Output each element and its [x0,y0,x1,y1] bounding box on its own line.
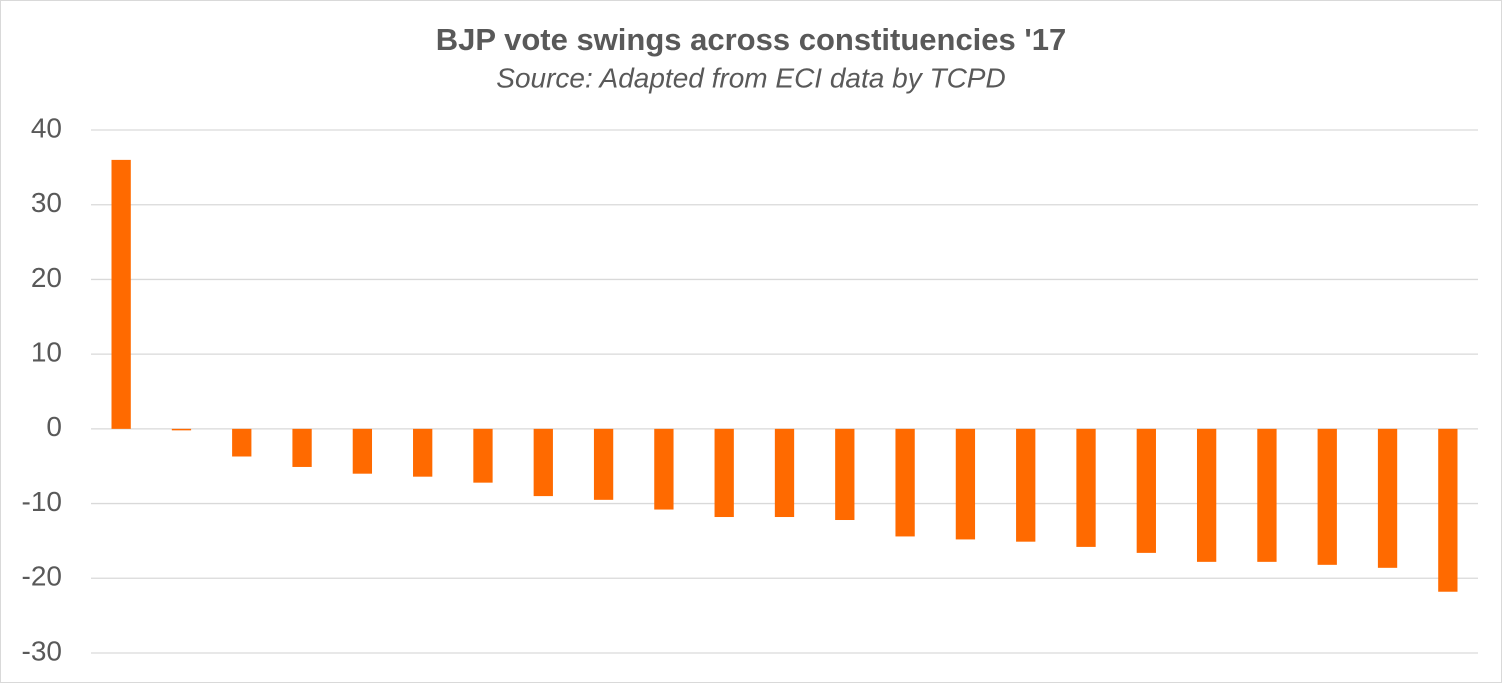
bar [413,428,433,477]
bar [1257,428,1277,562]
chart-subtitle: Source: Adapted from ECI data by TCPD [496,62,1005,93]
bar [1076,428,1096,547]
bar [1016,428,1036,542]
y-tick-label: 20 [31,262,62,293]
bar [1438,428,1458,592]
bar [1377,428,1398,568]
bar [774,428,795,518]
chart-title: BJP vote swings across constituencies '1… [436,22,1067,57]
bar [473,428,493,483]
bar [111,159,131,429]
bar [1317,428,1337,565]
bar [171,428,192,431]
y-tick-label: -30 [22,635,62,666]
bar [533,428,553,497]
y-tick-label: 0 [46,411,62,442]
bar [352,428,373,474]
bar [654,428,674,510]
bar [1196,428,1217,562]
y-tick-label: 30 [31,187,62,218]
bar [1136,428,1156,553]
bar [593,428,614,500]
bar [895,428,915,537]
bar [955,428,976,540]
bar [714,428,734,518]
y-tick-label: 10 [31,337,62,368]
bar [835,428,855,521]
y-tick-label: 40 [31,112,62,143]
y-tick-label: -20 [22,561,62,592]
bar [292,428,312,467]
bar [232,428,252,457]
y-tick-label: -10 [22,486,62,517]
